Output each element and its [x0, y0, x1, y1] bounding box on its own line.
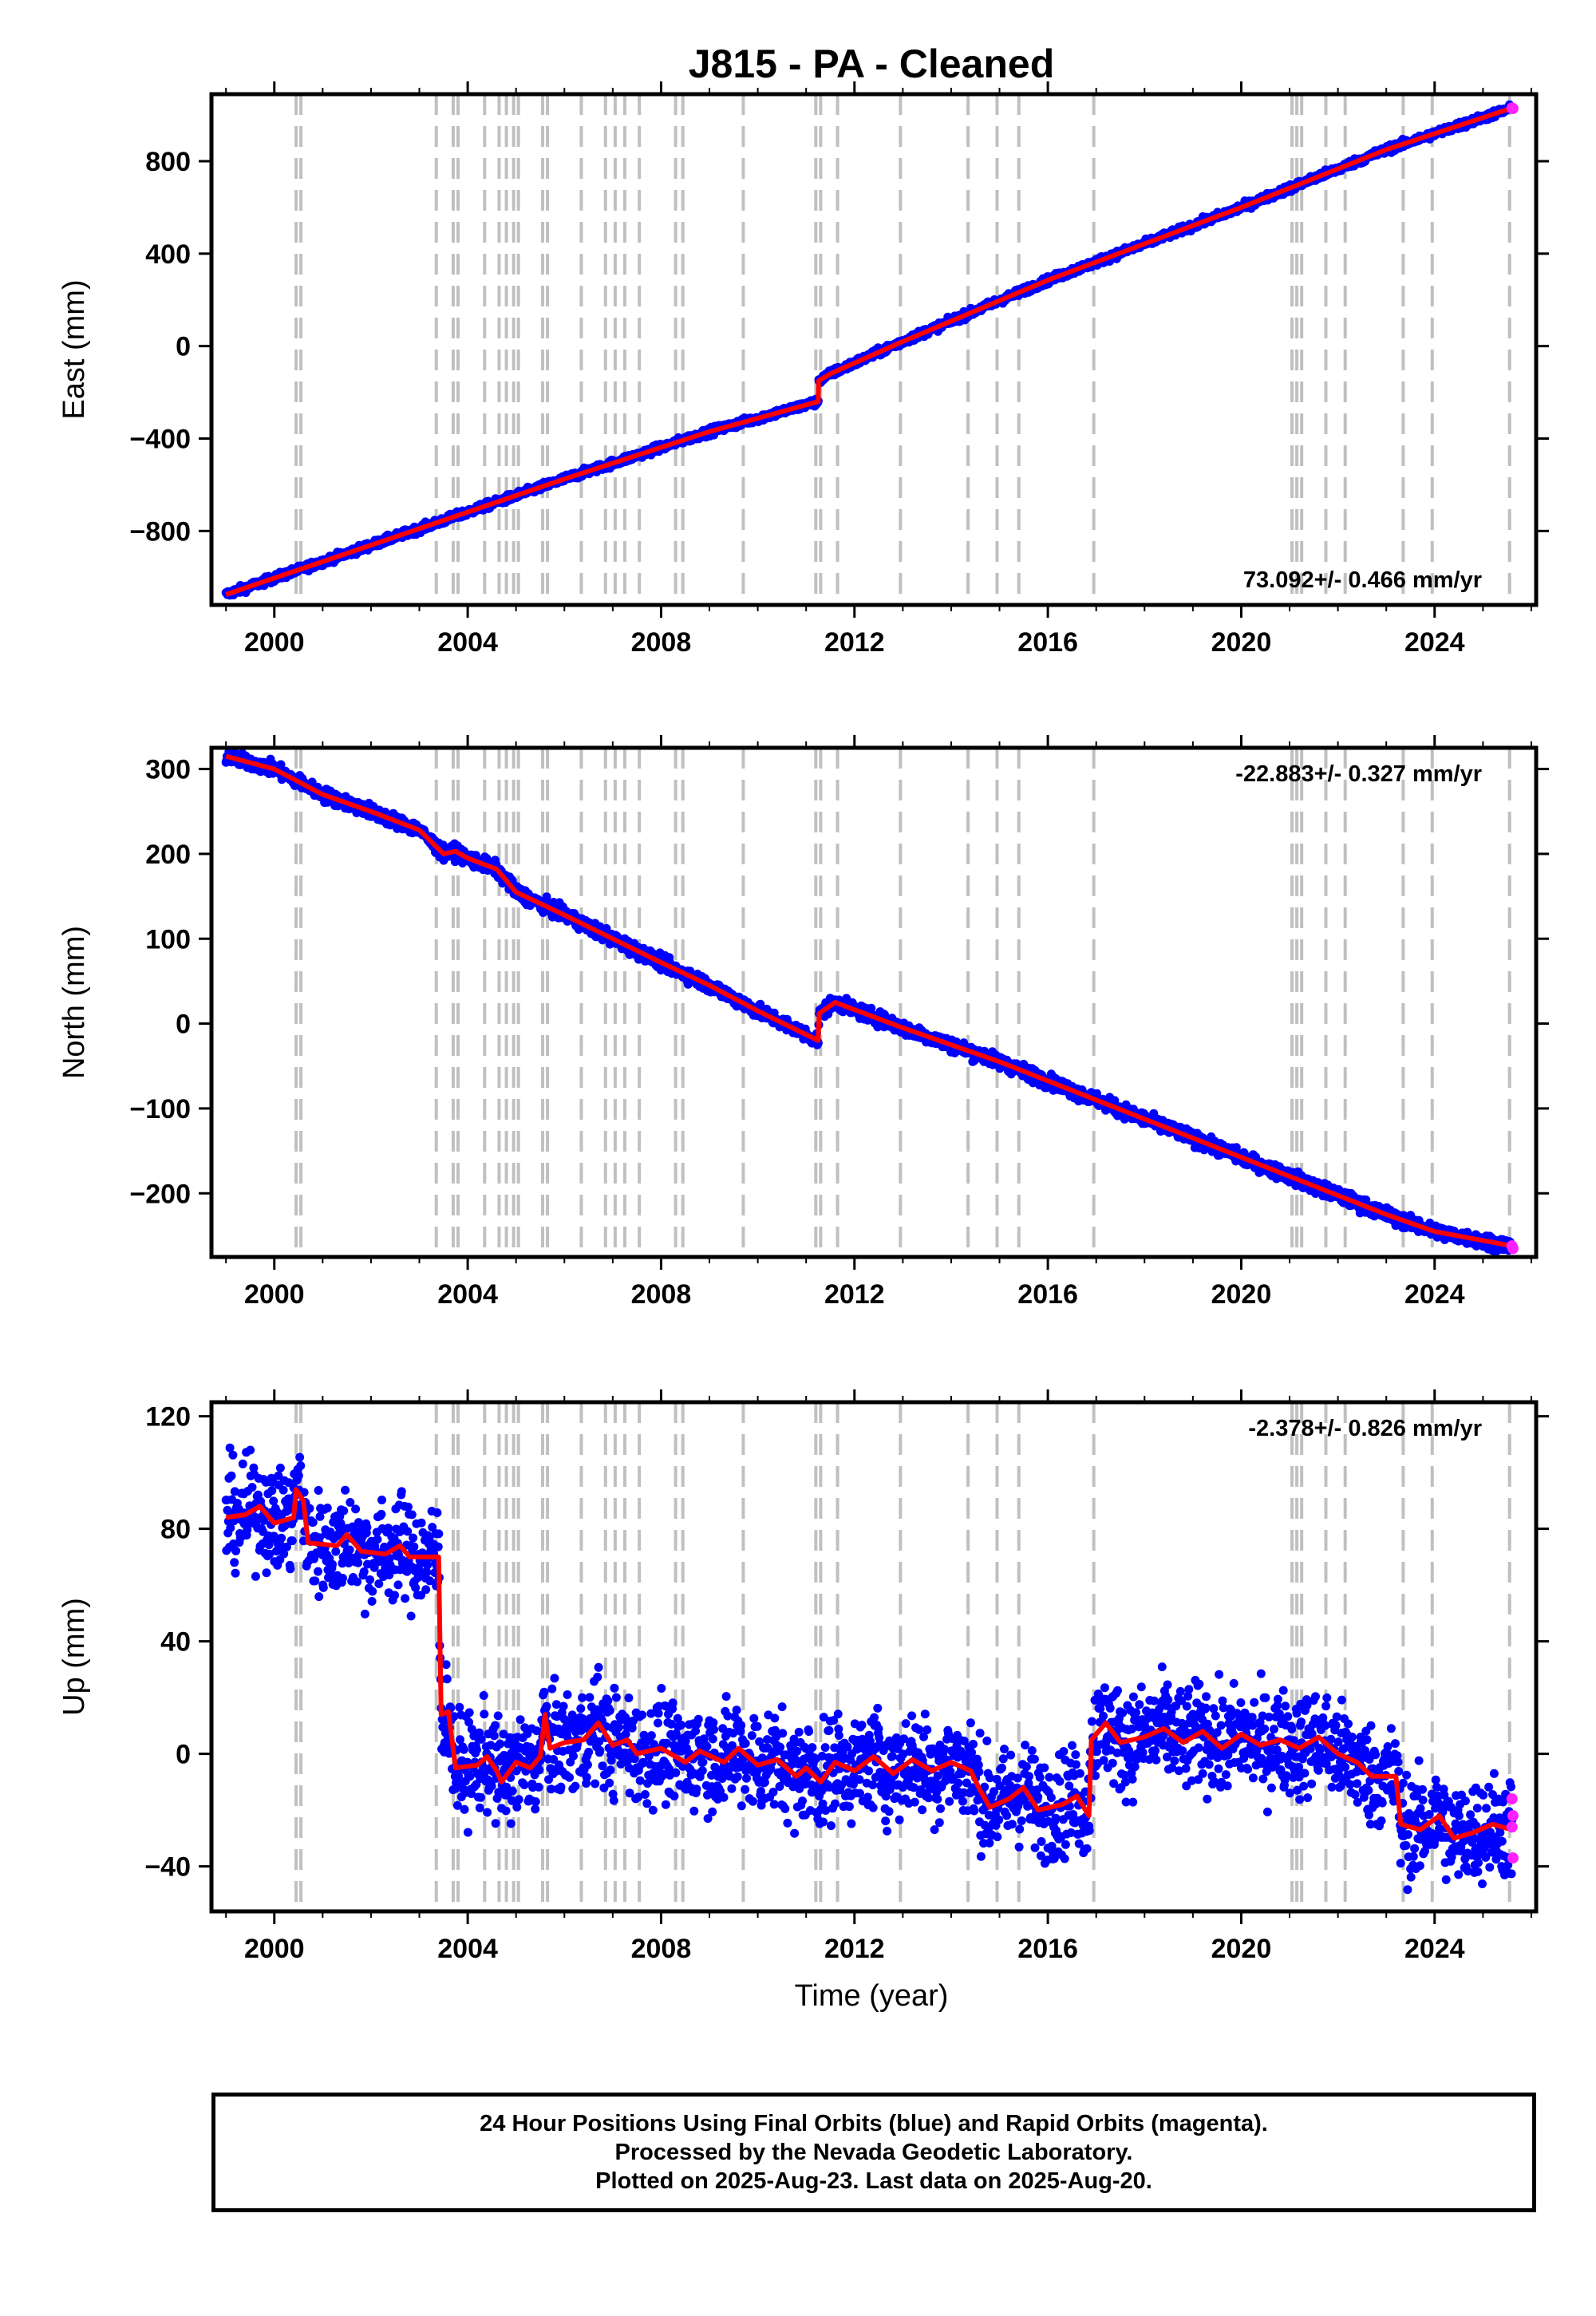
panel-frame	[209, 92, 1539, 607]
y-axis-label: East (mm)	[57, 279, 91, 419]
data-point	[542, 892, 551, 902]
x-tick-label: 2016	[1017, 627, 1078, 658]
east-panel: 2000 2004 2008 2012 2016 2020 2024 −800 −400 0 400…	[57, 81, 1549, 658]
north-panel: 2000 2004 2008 2012 2016 2020 2024−200−1000100…	[57, 735, 1549, 1310]
rapid-orbit-point	[1507, 102, 1519, 114]
data-point	[276, 760, 286, 769]
data-point	[1110, 1096, 1120, 1105]
x-tick-label: 2024	[1404, 627, 1465, 658]
y-tick-label: −400	[129, 424, 191, 454]
data-point	[867, 1003, 876, 1013]
x-tick-label: 2000	[244, 627, 305, 658]
fit-line	[225, 105, 1513, 597]
y-tick-label: 400	[145, 239, 191, 270]
final-orbit-points	[221, 748, 1517, 1257]
x-tick-label: 2008	[631, 627, 692, 658]
plot-title: J815 - PA - Cleaned	[689, 41, 1055, 86]
rate-label: 73.092+/- 0.466 mm/yr	[1243, 567, 1482, 593]
y-tick-label: −800	[129, 516, 191, 547]
y-tick-label: 0	[176, 332, 191, 362]
y-tick-label: 800	[145, 147, 191, 177]
x-tick-label: 2012	[824, 627, 885, 658]
x-tick-label: 2020	[1211, 627, 1272, 658]
x-tick-label: 2004	[437, 627, 498, 658]
data-point	[1092, 1089, 1101, 1098]
